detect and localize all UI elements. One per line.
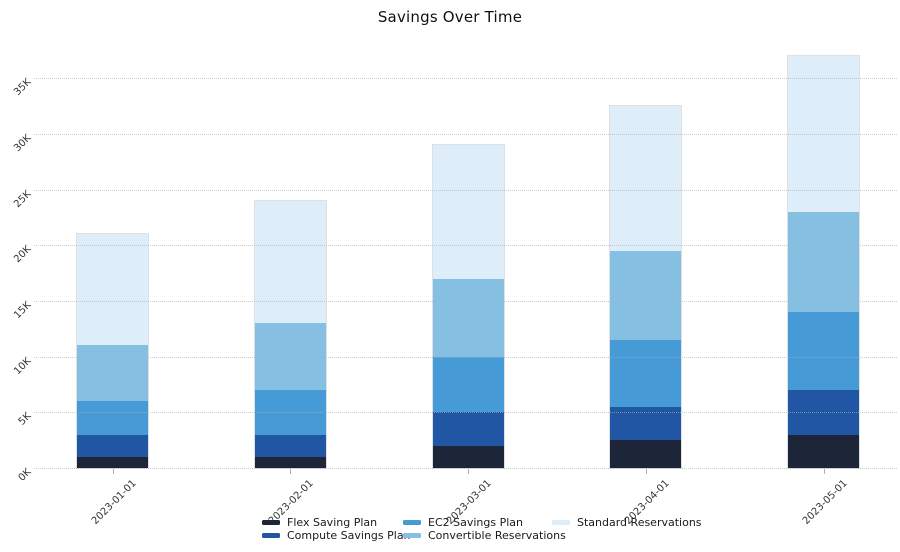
legend-item-compute-savings-plan[interactable]: Compute Savings Plan xyxy=(262,529,411,542)
bar-segment[interactable] xyxy=(788,434,859,468)
bar-segment[interactable] xyxy=(610,339,682,407)
bar-segment[interactable] xyxy=(788,55,859,212)
bar-segment[interactable] xyxy=(77,345,148,402)
bar-segment[interactable] xyxy=(432,278,504,357)
bar-2023-05-01[interactable] xyxy=(788,55,859,468)
bar-segment[interactable] xyxy=(254,434,326,457)
legend-item-convertible-reservations[interactable]: Convertible Reservations xyxy=(403,529,566,542)
bar-segment[interactable] xyxy=(788,211,859,313)
bar-2023-03-01[interactable] xyxy=(432,144,504,468)
bar-segment[interactable] xyxy=(432,144,504,279)
bar-2023-01-01[interactable] xyxy=(77,234,148,468)
x-tick-mark xyxy=(112,469,114,474)
bar-segment[interactable] xyxy=(254,200,326,324)
bar-segment[interactable] xyxy=(788,312,859,390)
legend-swatch-icon xyxy=(262,520,280,525)
bar-2023-02-01[interactable] xyxy=(254,200,326,468)
bar-segment[interactable] xyxy=(77,234,148,346)
legend-label: Flex Saving Plan xyxy=(287,516,378,529)
legend-label: Compute Savings Plan xyxy=(287,529,411,542)
bar-2023-04-01[interactable] xyxy=(610,105,682,468)
bar-segment[interactable] xyxy=(77,456,148,468)
bar-segment[interactable] xyxy=(254,456,326,468)
legend-swatch-icon xyxy=(552,520,570,525)
bar-segment[interactable] xyxy=(77,401,148,435)
x-tick-mark xyxy=(468,469,469,474)
bar-segment[interactable] xyxy=(432,412,504,446)
legend-label: Convertible Reservations xyxy=(428,529,566,542)
bar-segment[interactable] xyxy=(610,105,682,251)
bar-segment[interactable] xyxy=(77,434,148,457)
legend-label: EC2 Savings Plan xyxy=(428,516,523,529)
legend-item-ec2-savings-plan[interactable]: EC2 Savings Plan xyxy=(403,516,523,529)
bar-segment[interactable] xyxy=(788,389,859,435)
chart-title: Savings Over Time xyxy=(377,8,523,26)
legend-swatch-icon xyxy=(403,533,421,538)
legend-item-flex-saving-plan[interactable]: Flex Saving Plan xyxy=(262,516,378,529)
legend-item-standard-reservations[interactable]: Standard Reservations xyxy=(552,516,702,529)
bar-segment[interactable] xyxy=(610,440,682,468)
bar-segment[interactable] xyxy=(610,406,682,441)
bar-segment[interactable] xyxy=(254,389,326,435)
legend-swatch-icon xyxy=(403,520,421,525)
bar-segment[interactable] xyxy=(432,445,504,468)
bar-segment[interactable] xyxy=(432,356,504,413)
x-tick-mark xyxy=(290,469,292,474)
bar-segment[interactable] xyxy=(254,323,326,390)
legend-swatch-icon xyxy=(262,533,280,538)
bar-segment[interactable] xyxy=(610,250,682,340)
x-tick-mark xyxy=(645,469,647,474)
legend-label: Standard Reservations xyxy=(577,516,702,529)
x-tick-mark xyxy=(823,469,825,474)
